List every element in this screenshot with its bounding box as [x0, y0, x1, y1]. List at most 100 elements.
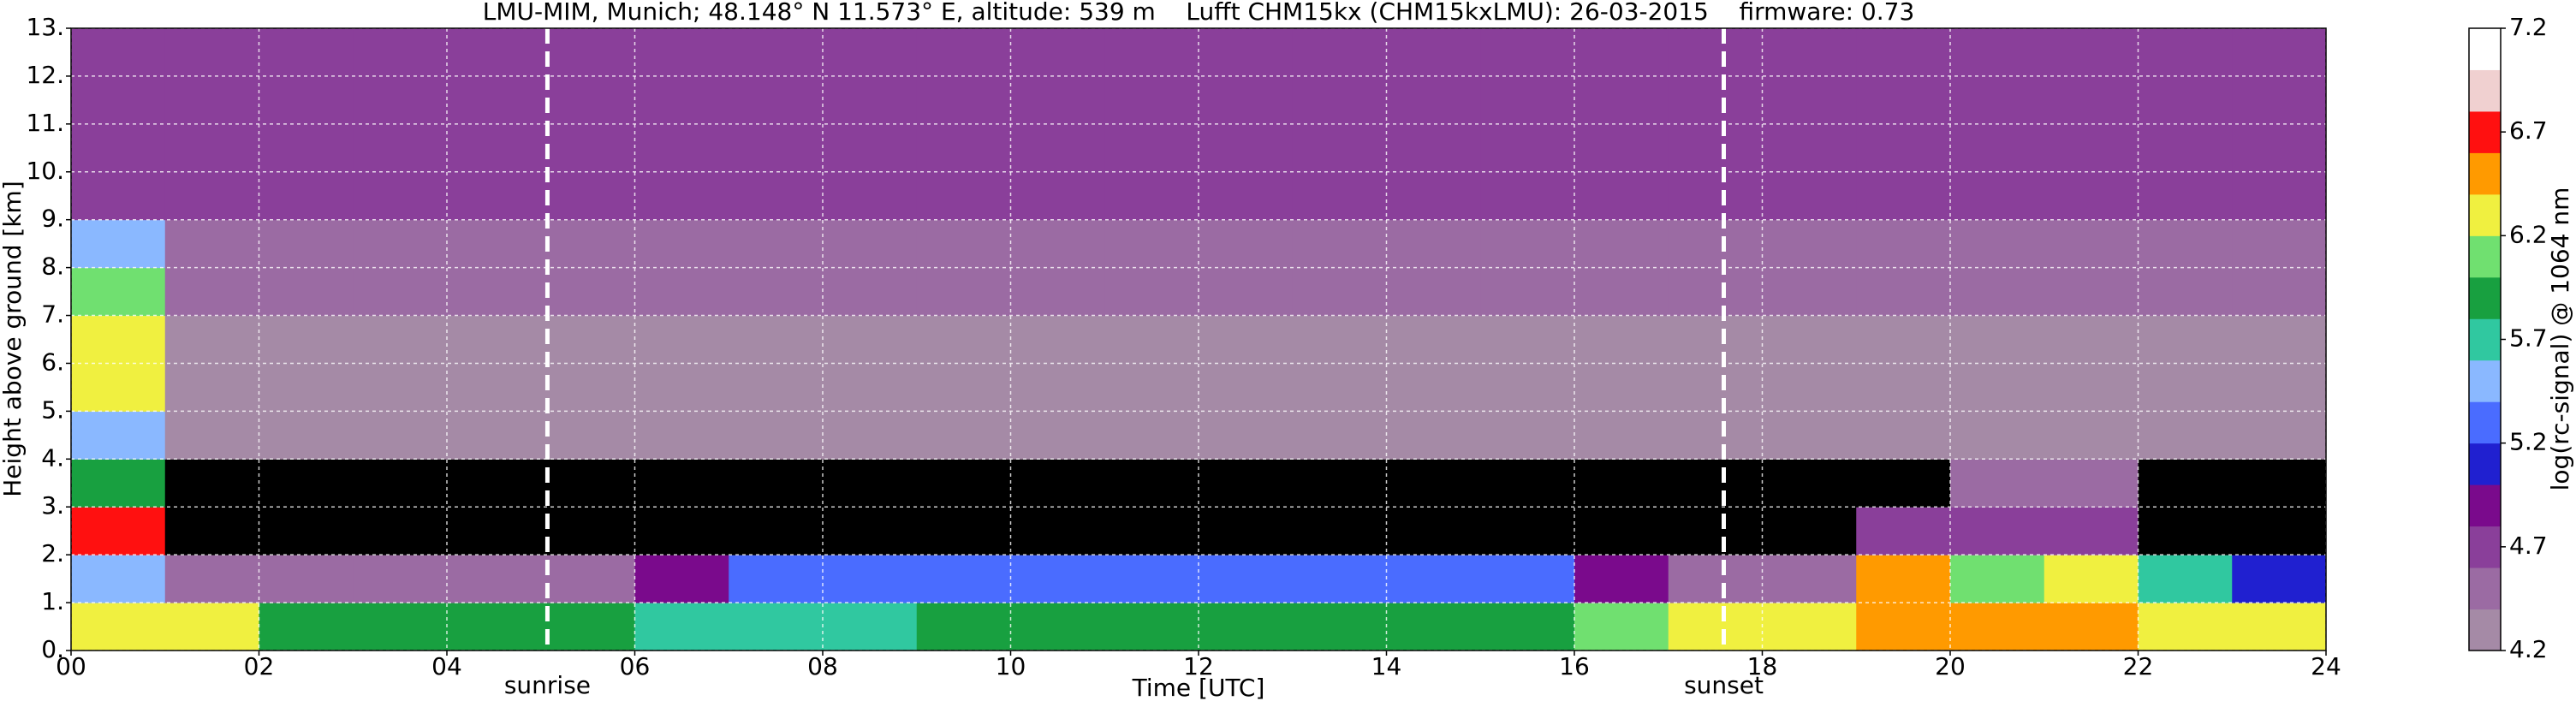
heatmap-cell [1480, 267, 1575, 317]
heatmap-cell [1856, 219, 1951, 269]
heatmap-cell [823, 507, 918, 556]
heatmap-cell [353, 603, 448, 651]
heatmap-cell [1010, 219, 1105, 269]
heatmap-cell [1950, 315, 2045, 364]
x-tick-label: 04 [431, 652, 462, 680]
heatmap-cell [1480, 459, 1575, 508]
colorbar-tick-label: 7.2 [2509, 13, 2548, 41]
heatmap-cell [1292, 267, 1387, 317]
heatmap-cell [1104, 171, 1199, 221]
heatmap-cell [2232, 123, 2327, 173]
heatmap-cell [353, 219, 448, 269]
heatmap-cell [634, 603, 729, 651]
heatmap-cell [823, 411, 918, 460]
heatmap-cell [916, 411, 1011, 460]
heatmap-cell [2138, 507, 2233, 556]
heatmap-cell [2138, 171, 2233, 221]
heatmap-cell [2044, 219, 2139, 269]
heatmap-cell [259, 123, 354, 173]
heatmap-cell [164, 363, 259, 412]
heatmap-cell [823, 315, 918, 364]
colorbar-tick-label: 5.7 [2509, 324, 2548, 353]
heatmap-cell [916, 267, 1011, 317]
heatmap-cell [1104, 603, 1199, 651]
heatmap-cell [353, 411, 448, 460]
heatmap-cell [2138, 315, 2233, 364]
heatmap-cell [1574, 507, 1669, 556]
heatmap-cell [1199, 267, 1294, 317]
heatmap-cell [729, 219, 824, 269]
heatmap-cell [2232, 411, 2327, 460]
colorbar-tick-label: 4.2 [2509, 635, 2548, 663]
heatmap-cell [1668, 459, 1763, 508]
heatmap-cell [1104, 363, 1199, 412]
heatmap-cell [1950, 28, 2045, 77]
heatmap-cell [1668, 555, 1763, 603]
heatmap-cell [1856, 123, 1951, 173]
heatmap-cell [1950, 123, 2045, 173]
heatmap-cell [447, 459, 542, 508]
heatmap-cell [540, 555, 635, 603]
heatmap-cell [1010, 171, 1105, 221]
heatmap-cell [447, 555, 542, 603]
heatmap-cell [1104, 555, 1199, 603]
heatmap-cell [1856, 28, 1951, 77]
heatmap-cell [916, 75, 1011, 125]
heatmap-cell [1762, 459, 1857, 508]
heatmap-cell [1574, 219, 1669, 269]
heatmap-cell [1668, 219, 1763, 269]
heatmap-cell [2232, 603, 2327, 651]
heatmap-cell [447, 315, 542, 364]
heatmap-cell [1386, 171, 1481, 221]
heatmap-cell [1292, 555, 1387, 603]
heatmap-cell [1292, 507, 1387, 556]
y-tick-label: 11. [26, 109, 64, 137]
x-axis-label: Time [UTC] [1132, 674, 1265, 702]
heatmap-cell [1950, 411, 2045, 460]
heatmap-cell [1199, 75, 1294, 125]
heatmap-cell [164, 411, 259, 460]
colorbar-swatch [2469, 110, 2501, 153]
heatmap-cell [1480, 315, 1575, 364]
heatmap-cell [1668, 267, 1763, 317]
heatmap-cell [1386, 315, 1481, 364]
heatmap-cell [1292, 411, 1387, 460]
heatmap-cell [916, 28, 1011, 77]
heatmap-cell [1292, 28, 1387, 77]
heatmap-cell [1010, 603, 1105, 651]
heatmap-cell [2232, 363, 2327, 412]
heatmap-cell [1104, 219, 1199, 269]
heatmap-cell [259, 459, 354, 508]
heatmap-cell [1668, 171, 1763, 221]
heatmap-cell [353, 507, 448, 556]
heatmap-cell [1010, 123, 1105, 173]
heatmap-cell [634, 267, 729, 317]
heatmap-cell [540, 507, 635, 556]
heatmap-cell [916, 555, 1011, 603]
heatmap-cell [823, 123, 918, 173]
heatmap-cell [164, 315, 259, 364]
heatmap-cell [71, 219, 166, 269]
heatmap-cell [1856, 363, 1951, 412]
colorbar-tick-label: 4.7 [2509, 532, 2548, 560]
heatmap-cell [729, 267, 824, 317]
heatmap-cell [1668, 28, 1763, 77]
heatmap-cell [1668, 123, 1763, 173]
heatmap-cell [447, 219, 542, 269]
heatmap-cell [1668, 507, 1763, 556]
heatmap-cell [1856, 555, 1951, 603]
heatmap-cell [1480, 171, 1575, 221]
heatmap-cell [1856, 507, 1951, 556]
x-tick-label: 02 [244, 652, 275, 680]
heatmap-cell [823, 555, 918, 603]
heatmap-cell [71, 315, 166, 364]
heatmap-cell [1386, 28, 1481, 77]
heatmap-cell [71, 507, 166, 556]
heatmap-cell [1856, 171, 1951, 221]
heatmap-cell [1104, 123, 1199, 173]
heatmap-cell [1199, 363, 1294, 412]
annotation-label: sunrise [504, 671, 591, 699]
heatmap-cell [1480, 603, 1575, 651]
colorbar-swatch [2469, 193, 2501, 236]
